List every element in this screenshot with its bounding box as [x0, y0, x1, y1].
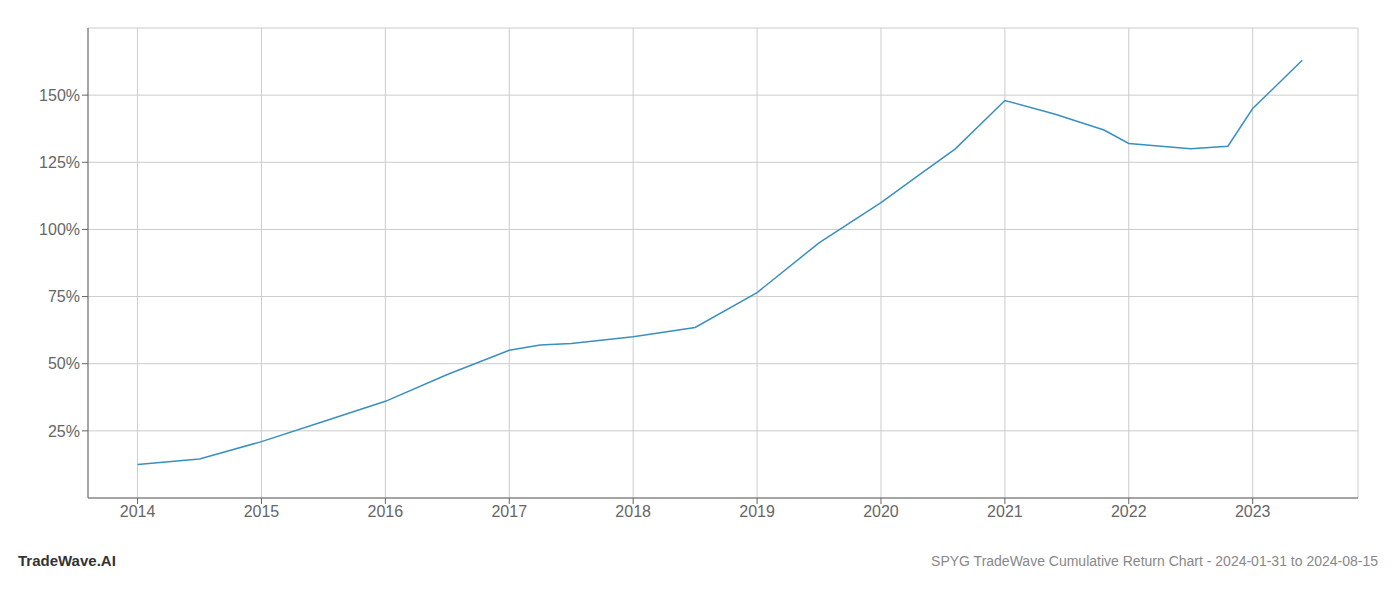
svg-text:2020: 2020 [863, 503, 899, 520]
html-text:TradeWave.AI: TradeWave.AI [18, 552, 116, 569]
svg-text:2017: 2017 [491, 503, 527, 520]
svg-text:2016: 2016 [368, 503, 404, 520]
svg-text:2023: 2023 [1235, 503, 1271, 520]
svg-text:100%: 100% [39, 221, 80, 238]
svg-text:50%: 50% [48, 355, 80, 372]
svg-text:2014: 2014 [120, 503, 156, 520]
svg-text:2022: 2022 [1111, 503, 1147, 520]
svg-text:2018: 2018 [615, 503, 651, 520]
svg-text:75%: 75% [48, 288, 80, 305]
svg-text:2015: 2015 [244, 503, 280, 520]
svg-text:150%: 150% [39, 87, 80, 104]
svg-text:25%: 25% [48, 423, 80, 440]
svg-text:2019: 2019 [739, 503, 775, 520]
html-text:SPYG TradeWave Cumulative Retu: SPYG TradeWave Cumulative Return Chart -… [931, 553, 1378, 569]
svg-text:125%: 125% [39, 154, 80, 171]
svg-text:2021: 2021 [987, 503, 1023, 520]
